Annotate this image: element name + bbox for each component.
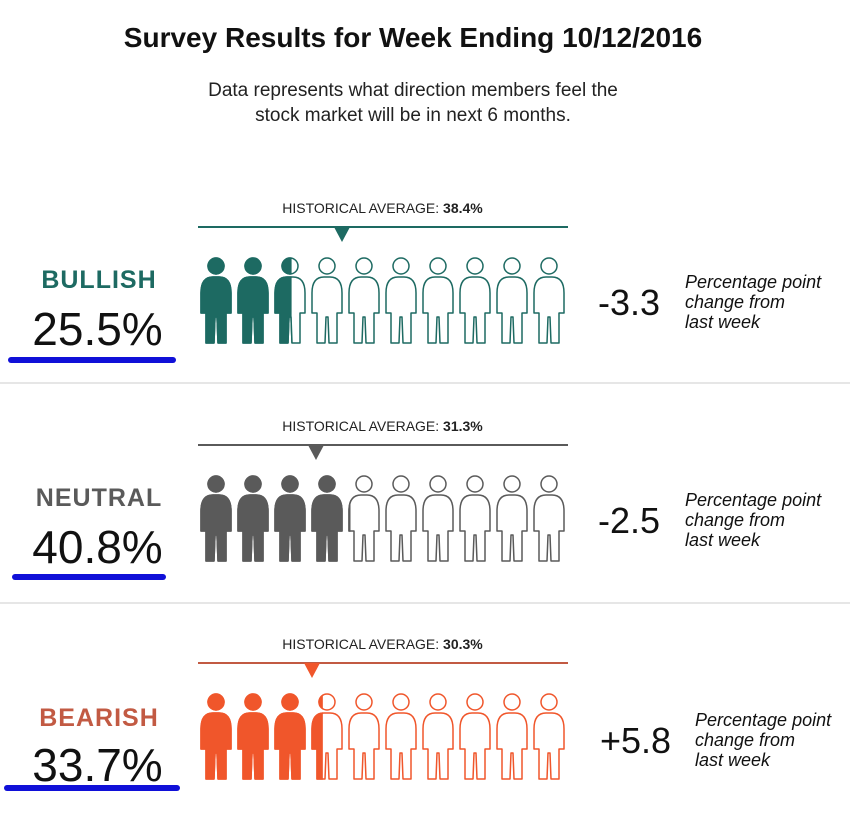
person-icon: [459, 693, 491, 780]
person-icon: [459, 475, 491, 562]
neutral-people-icons: [200, 475, 565, 562]
person-icon: [496, 257, 528, 344]
person-icon: [459, 257, 491, 344]
neutral-historical-label: HISTORICAL AVERAGE: 31.3%: [282, 418, 483, 434]
bullish-label: BULLISH: [41, 266, 157, 294]
person-icon: [348, 475, 380, 562]
bearish-percent: 33.7%: [32, 739, 163, 791]
chart-subtitle: Data represents what direction members f…: [0, 78, 826, 128]
person-icon: [385, 693, 417, 780]
person-icon: [311, 257, 343, 344]
subtitle-line-2: stock market will be in next 6 months.: [255, 105, 571, 126]
person-icon: [274, 693, 306, 780]
person-icon: [200, 693, 232, 780]
neutral-underline: [12, 574, 166, 580]
person-icon: [237, 257, 269, 344]
bullish-historical-value: 38.4%: [443, 200, 483, 216]
neutral-historical-marker: [307, 445, 324, 460]
bullish-marker-triangle: [334, 227, 351, 242]
bullish-percent: 25.5%: [32, 303, 163, 355]
person-icon: [496, 475, 528, 562]
bearish-historical-line: [198, 662, 568, 664]
bullish-change: -3.3: [598, 282, 661, 323]
person-icon: [348, 257, 380, 344]
bearish-section: HISTORICAL AVERAGE: 30.3% BEARISH 33.7% …: [0, 636, 850, 836]
person-icon: [311, 693, 343, 780]
bearish-historical-value: 30.3%: [443, 636, 483, 652]
bullish-section: HISTORICAL AVERAGE: 38.4% BULLISH 25.5% …: [0, 200, 850, 400]
bullish-historical-label: HISTORICAL AVERAGE: 38.4%: [282, 200, 483, 216]
person-icon: [385, 257, 417, 344]
person-icon: [200, 475, 232, 562]
person-icon: [274, 257, 306, 344]
person-icon: [533, 693, 565, 780]
bearish-people-icons: [200, 693, 565, 780]
neutral-percent: 40.8%: [32, 521, 163, 573]
person-icon: [422, 475, 454, 562]
person-icon: [496, 693, 528, 780]
bullish-historical-line: [198, 226, 568, 228]
neutral-change-description: Percentage point change from last week: [685, 490, 822, 550]
person-icon: [422, 693, 454, 780]
neutral-historical-line: [198, 444, 568, 446]
separator-1: [0, 382, 850, 384]
neutral-marker-triangle: [307, 445, 324, 460]
bearish-change: +5.8: [600, 720, 672, 761]
neutral-label: NEUTRAL: [35, 484, 163, 512]
bullish-underline: [8, 357, 176, 363]
subtitle-line-1: Data represents what direction members f…: [208, 80, 618, 101]
person-icon: [533, 257, 565, 344]
person-icon: [311, 475, 343, 562]
bearish-historical-marker: [304, 663, 321, 678]
separator-2: [0, 602, 850, 604]
bullish-change-description: Percentage point change from last week: [685, 272, 822, 332]
person-icon: [348, 693, 380, 780]
bearish-historical-label: HISTORICAL AVERAGE: 30.3%: [282, 636, 483, 652]
person-icon: [237, 475, 269, 562]
bullish-people-icons: [200, 257, 565, 344]
neutral-change: -2.5: [598, 500, 661, 541]
person-icon: [274, 475, 306, 562]
bearish-change-description: Percentage point change from last week: [695, 710, 832, 770]
neutral-historical-value: 31.3%: [443, 418, 483, 434]
person-icon: [533, 475, 565, 562]
bearish-marker-triangle: [304, 663, 321, 678]
bullish-historical-marker: [334, 227, 351, 242]
person-icon: [200, 257, 232, 344]
person-icon: [422, 257, 454, 344]
neutral-section: HISTORICAL AVERAGE: 31.3% NEUTRAL 40.8% …: [0, 418, 850, 618]
bearish-underline: [4, 785, 180, 791]
bearish-label: BEARISH: [39, 704, 159, 732]
person-icon: [237, 693, 269, 780]
person-icon: [385, 475, 417, 562]
chart-title: Survey Results for Week Ending 10/12/201…: [123, 22, 703, 53]
